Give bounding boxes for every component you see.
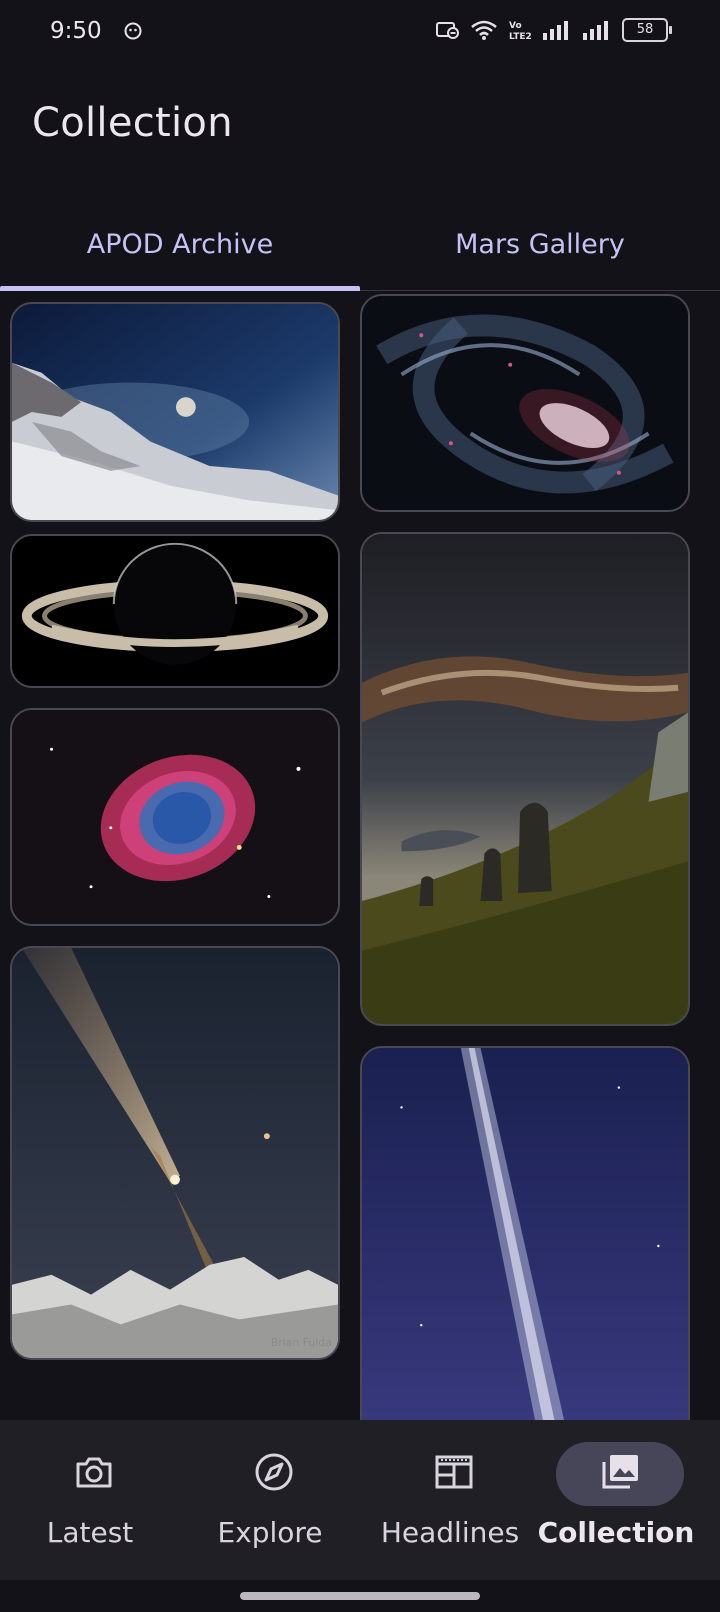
nav-label-explore: Explore [217, 1516, 323, 1549]
nav-item-collection[interactable]: Collection [538, 1420, 720, 1580]
camera-icon [76, 1457, 112, 1488]
comet-mountains-image: Brian Fulda [12, 948, 338, 1358]
page-title: Collection [32, 100, 233, 146]
nav-label-latest: Latest [46, 1516, 134, 1549]
compass-icon [255, 1453, 293, 1491]
gallery-image-helix-nebula[interactable] [10, 708, 340, 926]
tab-bar: APOD Archive Mars Gallery [0, 200, 720, 291]
tab-mars-gallery[interactable]: Mars Gallery [455, 228, 625, 260]
clock-face-icon [124, 22, 142, 40]
newspaper-icon [435, 1455, 473, 1489]
signal-icon [543, 21, 568, 40]
svg-text:LTE2: LTE2 [509, 32, 532, 41]
saturn-image [12, 536, 338, 686]
image-grid: Brian Fulda [0, 290, 720, 1420]
battery-icon: 58 [622, 18, 672, 42]
spiral-galaxy-image [362, 296, 688, 510]
media-icon [436, 22, 459, 39]
photo-library-icon [602, 1455, 638, 1489]
status-bar: 9:50 Vo LTE2 58 [0, 0, 720, 64]
signal-icon [583, 21, 608, 40]
milky-way-moai-image [362, 534, 688, 1024]
nav-item-explore[interactable]: Explore [180, 1420, 360, 1580]
helix-nebula-image [12, 710, 338, 924]
svg-text:Vo: Vo [509, 21, 522, 31]
bottom-navigation: Latest Explore Headlines Collection [0, 1420, 720, 1580]
status-time: 9:50 [50, 18, 102, 44]
gallery-image-comet-mountains[interactable]: Brian Fulda [10, 946, 340, 1360]
gesture-handle[interactable] [240, 1592, 480, 1600]
wifi-icon [471, 20, 497, 40]
tab-indicator [0, 286, 360, 291]
moon-ridge-image [12, 304, 338, 520]
nav-item-latest[interactable]: Latest [0, 1420, 180, 1580]
tab-apod-archive[interactable]: APOD Archive [86, 228, 274, 260]
gallery-image-saturn[interactable] [10, 534, 340, 688]
nav-item-headlines[interactable]: Headlines [360, 1420, 540, 1580]
nav-label-collection: Collection [537, 1516, 695, 1549]
volte-icon: Vo LTE2 [509, 21, 532, 41]
gallery-image-moon-ridge[interactable] [10, 302, 340, 522]
gallery-image-milky-way-moai[interactable] [360, 532, 690, 1026]
nav-label-headlines: Headlines [380, 1516, 520, 1549]
status-icons: Vo LTE2 58 [436, 18, 672, 42]
gallery-image-comet-tail[interactable] [360, 1046, 690, 1420]
comet-tail-image [362, 1048, 688, 1420]
comet-credit: Brian Fulda [271, 1336, 332, 1349]
gallery-image-spiral-galaxy[interactable] [360, 294, 690, 512]
